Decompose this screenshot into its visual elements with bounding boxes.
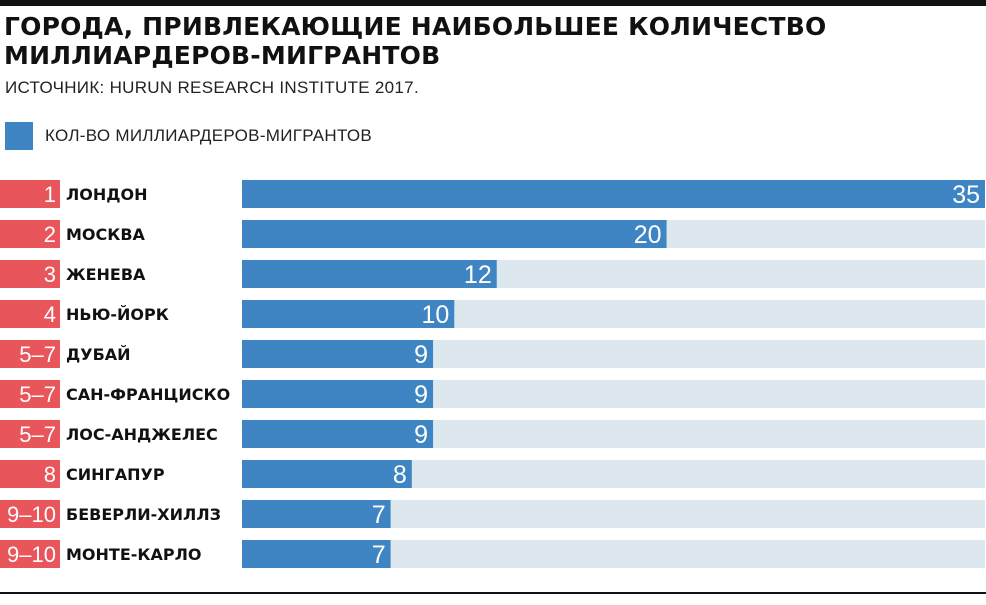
source-note: ИСТОЧНИК: HURUN RESEARCH INSTITUTE 2017. [5, 78, 419, 97]
city-label: ЛОНДОН [66, 185, 148, 204]
rank-box [0, 260, 60, 288]
rank-label: 9–10 [7, 542, 56, 567]
data-label: 35 [952, 181, 980, 209]
bar [242, 340, 434, 368]
city-label: БЕВЕРЛИ-ХИЛЛЗ [66, 505, 221, 524]
top-rule [0, 0, 986, 6]
bar [242, 180, 985, 208]
legend-swatch [5, 122, 33, 150]
rank-label: 2 [44, 222, 56, 247]
city-label: СИНГАПУР [66, 465, 165, 484]
data-label: 8 [393, 461, 407, 489]
bar [242, 500, 391, 528]
rank-box [0, 180, 60, 208]
city-label: ЖЕНЕВА [66, 265, 146, 284]
bar [242, 540, 391, 568]
rank-label: 5–7 [19, 342, 56, 367]
bar [242, 460, 412, 488]
rank-box [0, 300, 60, 328]
bar [242, 220, 667, 248]
data-label: 9 [414, 381, 428, 409]
rank-box [0, 500, 60, 528]
bottom-rule [0, 592, 986, 594]
rank-label: 1 [44, 182, 56, 207]
city-label: МОНТЕ-КАРЛО [66, 545, 201, 564]
data-label: 9 [414, 341, 428, 369]
legend-label: КОЛ-ВО МИЛЛИАРДЕРОВ-МИГРАНТОВ [45, 126, 373, 145]
city-label: ДУБАЙ [66, 345, 131, 364]
rank-label: 5–7 [19, 422, 56, 447]
bar [242, 260, 497, 288]
rank-box [0, 460, 60, 488]
city-label: ЛОС-АНДЖЕЛЕС [66, 425, 218, 444]
bar [242, 300, 455, 328]
city-label: НЬЮ-ЙОРК [66, 305, 169, 324]
chart-title: ГОРОДА, ПРИВЛЕКАЮЩИЕ НАИБОЛЬШЕЕ КОЛИЧЕСТ… [4, 12, 827, 70]
rank-label: 8 [44, 462, 56, 487]
bar [242, 380, 434, 408]
city-label: САН-ФРАНЦИСКО [66, 385, 230, 404]
rank-label: 4 [44, 302, 56, 327]
rank-box [0, 220, 60, 248]
rank-box [0, 340, 60, 368]
rank-label: 5–7 [19, 382, 56, 407]
data-label: 9 [414, 421, 428, 449]
legend: КОЛ-ВО МИЛЛИАРДЕРОВ-МИГРАНТОВ [5, 122, 372, 150]
rank-box [0, 420, 60, 448]
rank-label: 3 [44, 262, 56, 287]
data-label: 7 [372, 541, 386, 569]
rank-box [0, 380, 60, 408]
city-label: МОСКВА [66, 225, 146, 244]
bar [242, 420, 434, 448]
rank-label: 9–10 [7, 502, 56, 527]
data-label: 12 [464, 261, 492, 289]
data-label: 7 [372, 501, 386, 529]
data-label: 10 [421, 301, 449, 329]
bar-chart: 1 ЛОНДОН 35 2 МОСКВА 20 3 ЖЕНЕВА 12 4 НЬЮ-ЙОРК 10 5–… [0, 180, 985, 569]
rank-box [0, 540, 60, 568]
data-label: 20 [634, 221, 662, 249]
